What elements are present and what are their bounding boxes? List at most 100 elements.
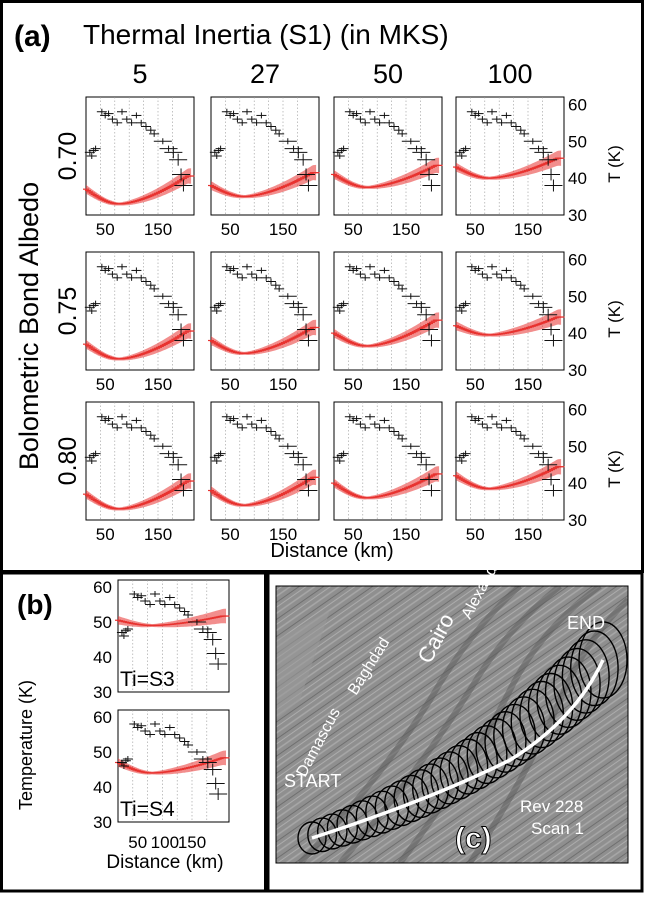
x-tick-label: 50	[221, 220, 240, 239]
x-tick-label: 150	[514, 525, 542, 544]
start-label: START	[284, 771, 341, 791]
x-tick-label: 150	[514, 220, 542, 239]
albedo-axis-label: Bolometric Bond Albedo	[14, 182, 44, 470]
footprint-circle	[393, 774, 430, 823]
footprint-circle	[578, 621, 628, 699]
panel-b-y-axis-label: Temperature (K)	[16, 680, 36, 810]
plot-frame	[455, 401, 565, 521]
x-tick-label: 50	[466, 375, 485, 394]
model-label: Ti=S4	[120, 798, 175, 821]
plot	[208, 251, 320, 371]
panel-a-title: Thermal Inertia (S1) (in MKS)	[83, 19, 449, 50]
rev-label: Rev 228	[520, 797, 583, 816]
footprint-circle	[561, 639, 610, 714]
y-tick-label: 30	[568, 511, 587, 530]
y-axis-label: T (K)	[605, 145, 624, 182]
plot-frame	[333, 251, 443, 371]
x-tick-label: 50	[128, 833, 147, 852]
x-tick-label: 50	[344, 220, 363, 239]
x-tick-label: 150	[269, 525, 297, 544]
plot	[453, 251, 565, 371]
plot	[331, 251, 443, 371]
plot	[453, 96, 565, 216]
footprint-circle	[510, 688, 555, 755]
panel-c-map	[276, 586, 628, 863]
x-tick-label: 150	[144, 525, 172, 544]
scan-track	[311, 659, 605, 840]
albedo-value-label: 0.75	[54, 287, 82, 336]
footprint-circle	[570, 630, 619, 707]
model-band	[456, 459, 562, 491]
model-band	[118, 608, 226, 628]
y-tick-label: 30	[93, 683, 112, 702]
footprint-circle	[448, 738, 489, 795]
y-tick-label: 30	[568, 206, 587, 225]
x-tick-label: 150	[144, 375, 172, 394]
y-tick-label: 60	[568, 400, 587, 419]
panel-a-x-axis-label: Distance (km)	[270, 540, 393, 562]
panel-c-frame	[266, 571, 644, 893]
plot-frame	[117, 579, 230, 693]
y-tick-label: 30	[568, 361, 587, 380]
plot	[208, 401, 320, 521]
model-band	[456, 150, 562, 180]
panel-a-plot-grid: 50 150 50 150 50 150 50 150 60 50 40 30 T (K) 50 150 50…	[83, 95, 624, 544]
panel-b-x-axis-label: Distance (km)	[106, 852, 223, 873]
footprint-circle	[384, 780, 420, 827]
x-tick-label: 150	[392, 220, 420, 239]
plot	[331, 96, 443, 216]
plot-frame	[455, 96, 565, 216]
ti-value-label: 5	[132, 59, 147, 89]
x-tick-label: 50	[344, 375, 363, 394]
y-tick-label: 40	[568, 324, 587, 343]
plot	[83, 251, 195, 371]
plot-frame	[85, 401, 195, 521]
model-band	[118, 750, 226, 775]
plot-frame	[85, 251, 195, 371]
footprint-circle	[457, 731, 498, 790]
plot-frame	[333, 401, 443, 521]
y-tick-label: 60	[568, 95, 587, 114]
footprint-circle	[439, 745, 479, 800]
fracture-damascus	[297, 586, 522, 863]
y-tick-label: 50	[93, 613, 112, 632]
model-band	[334, 157, 440, 189]
plot-frame	[455, 251, 565, 371]
x-tick-label: 150	[392, 525, 420, 544]
ti-value-label: 50	[373, 59, 403, 89]
plot	[453, 401, 565, 521]
y-tick-label: 60	[93, 708, 112, 727]
model-band	[456, 309, 562, 337]
x-tick-label: 150	[392, 375, 420, 394]
y-tick-label: 50	[568, 287, 587, 306]
plot	[208, 96, 320, 216]
plot-frame	[333, 96, 443, 216]
x-tick-label: 150	[269, 220, 297, 239]
thermal-inertia-labels: 5 27 50 100	[132, 59, 532, 89]
footprint-circle	[466, 725, 508, 785]
plot	[83, 96, 195, 216]
plot	[83, 401, 195, 521]
plot	[331, 401, 443, 521]
albedo-value-label: 0.70	[54, 132, 82, 181]
y-tick-label: 40	[568, 169, 587, 188]
x-tick-label: 150	[144, 220, 172, 239]
panel-b-label: (b)	[17, 589, 53, 620]
footprint-circle	[553, 647, 601, 721]
y-tick-label: 40	[93, 648, 112, 667]
footprint-circles	[297, 621, 628, 855]
y-axis-label: T (K)	[605, 300, 624, 337]
y-tick-label: 50	[568, 132, 587, 151]
y-tick-label: 50	[568, 437, 587, 456]
plot: Ti=S4	[115, 709, 230, 823]
albedo-value-labels: 0.70 0.75 0.80	[54, 132, 82, 486]
x-tick-label: 50	[96, 525, 115, 544]
ti-value-label: 100	[487, 59, 532, 89]
y-tick-label: 60	[568, 250, 587, 269]
footprint-circle	[519, 680, 565, 749]
map-border	[275, 585, 629, 864]
y-tick-label: 40	[568, 474, 587, 493]
y-tick-label: 40	[93, 778, 112, 797]
